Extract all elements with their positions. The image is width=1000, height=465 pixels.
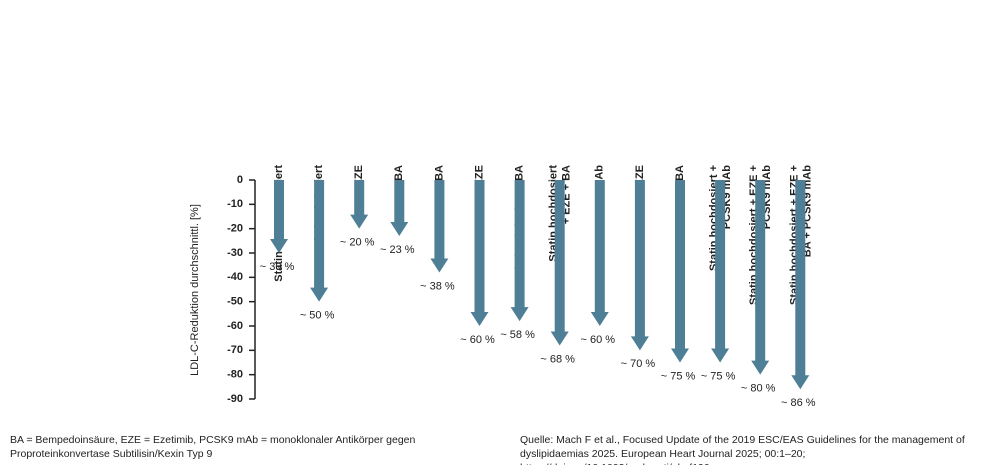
arrow [711,180,730,363]
value-label: ~ 70 % [621,358,656,370]
value-label: ~ 86 % [781,397,816,409]
y-tick-label: -40 [227,271,243,283]
value-label: ~ 58 % [500,329,535,341]
y-tick-label: -50 [227,296,243,308]
y-tick-label: -60 [227,320,243,332]
y-tick-label: -30 [227,247,243,259]
y-tick-label: -80 [227,369,243,381]
y-tick-label: -10 [227,198,243,210]
arrow [270,180,288,253]
category-label: BA [393,165,405,181]
value-label: ~ 60 % [581,334,616,346]
arrow [310,180,329,302]
arrow [590,180,609,326]
y-tick-label: -70 [227,344,243,356]
y-tick-label: -20 [227,223,243,235]
y-tick-label: 0 [237,174,243,186]
y-tick-label: -90 [227,393,243,405]
arrow [430,180,449,273]
chart: LDL-C-Reduktion durchschnittl. [%] 0 -10 -… [189,165,816,410]
source: Quelle: Mach F et al., Focused Update of… [520,434,965,465]
value-label: ~ 75 % [701,370,736,382]
value-label: ~ 68 % [540,353,575,365]
value-label: ~ 20 % [340,237,375,249]
value-label: ~ 75 % [661,370,696,382]
arrow [550,180,569,346]
arrow [390,180,409,236]
arrow [510,180,529,322]
value-label: ~ 50 % [300,310,335,322]
arrow [350,180,369,229]
value-label: ~ 30 % [260,261,295,273]
y-axis-title: LDL-C-Reduktion durchschnittl. [%] [189,204,201,376]
arrow [630,180,649,351]
footnote: BA = Bempedoinsäure, EZE = Ezetimib, PCS… [10,434,416,460]
value-label: ~ 60 % [460,334,495,346]
arrow [671,180,689,363]
arrow [751,180,770,375]
arrow [791,180,810,390]
value-label: ~ 38 % [420,280,455,292]
value-label: ~ 23 % [380,244,415,256]
arrow [470,180,489,326]
value-label: ~ 80 % [741,383,776,395]
